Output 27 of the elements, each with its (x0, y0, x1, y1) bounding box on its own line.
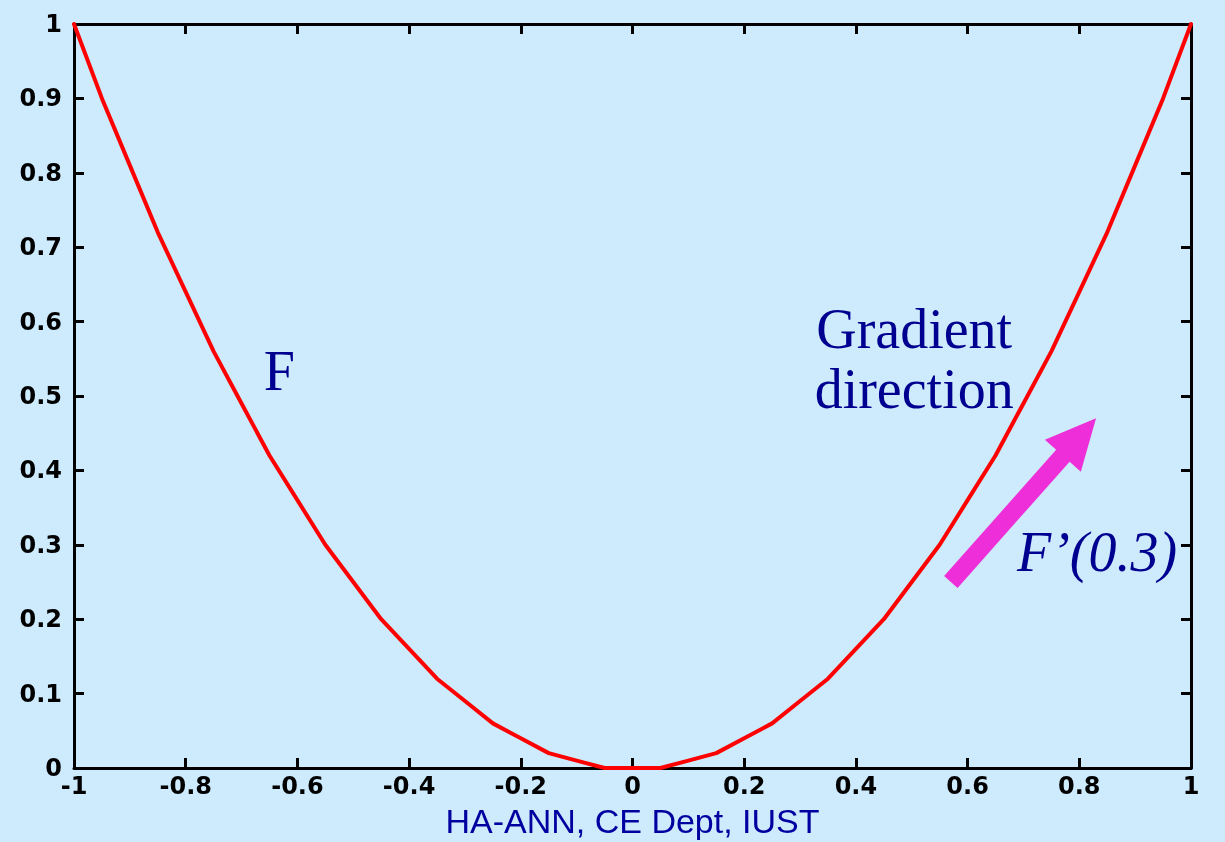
x-tick-label: -0.4 (382, 772, 436, 800)
x-tick-label: 0.4 (834, 772, 878, 800)
x-tick-label: 0.8 (1058, 772, 1101, 800)
x-tick-label: 0 (624, 772, 641, 800)
annotation: F’(0.3) (1017, 521, 1178, 584)
y-tick-label: 0.3 (19, 530, 62, 559)
x-tick-label: -1 (60, 772, 88, 800)
x-tick-label: 1 (1182, 772, 1200, 800)
x-tick-label: 0.2 (722, 772, 766, 800)
y-tick-label: 0.8 (19, 158, 62, 187)
annotation: Gradient direction (813, 298, 1015, 421)
y-tick-label: 1 (45, 10, 62, 38)
y-tick-label: 0.2 (19, 605, 62, 634)
y-tick-label: 0.4 (19, 456, 62, 485)
y-tick-label: 0 (45, 754, 62, 782)
x-tick-label: -0.6 (271, 772, 324, 800)
series-label: F (263, 340, 295, 403)
y-tick-label: 0.6 (19, 307, 62, 336)
x-tick-label: -0.2 (494, 772, 548, 800)
y-tick-label: 0.5 (19, 382, 62, 410)
y-tick-label: 0.1 (19, 679, 62, 708)
x-tick-label: 0.6 (946, 772, 989, 800)
x-tick-label: -0.8 (159, 772, 212, 800)
line-series (72, 22, 1193, 770)
text: HA-ANN, CE Dept, IUST (445, 802, 820, 841)
y-tick-label: 0.9 (19, 84, 62, 113)
y-tick-label: 0.7 (19, 233, 62, 262)
